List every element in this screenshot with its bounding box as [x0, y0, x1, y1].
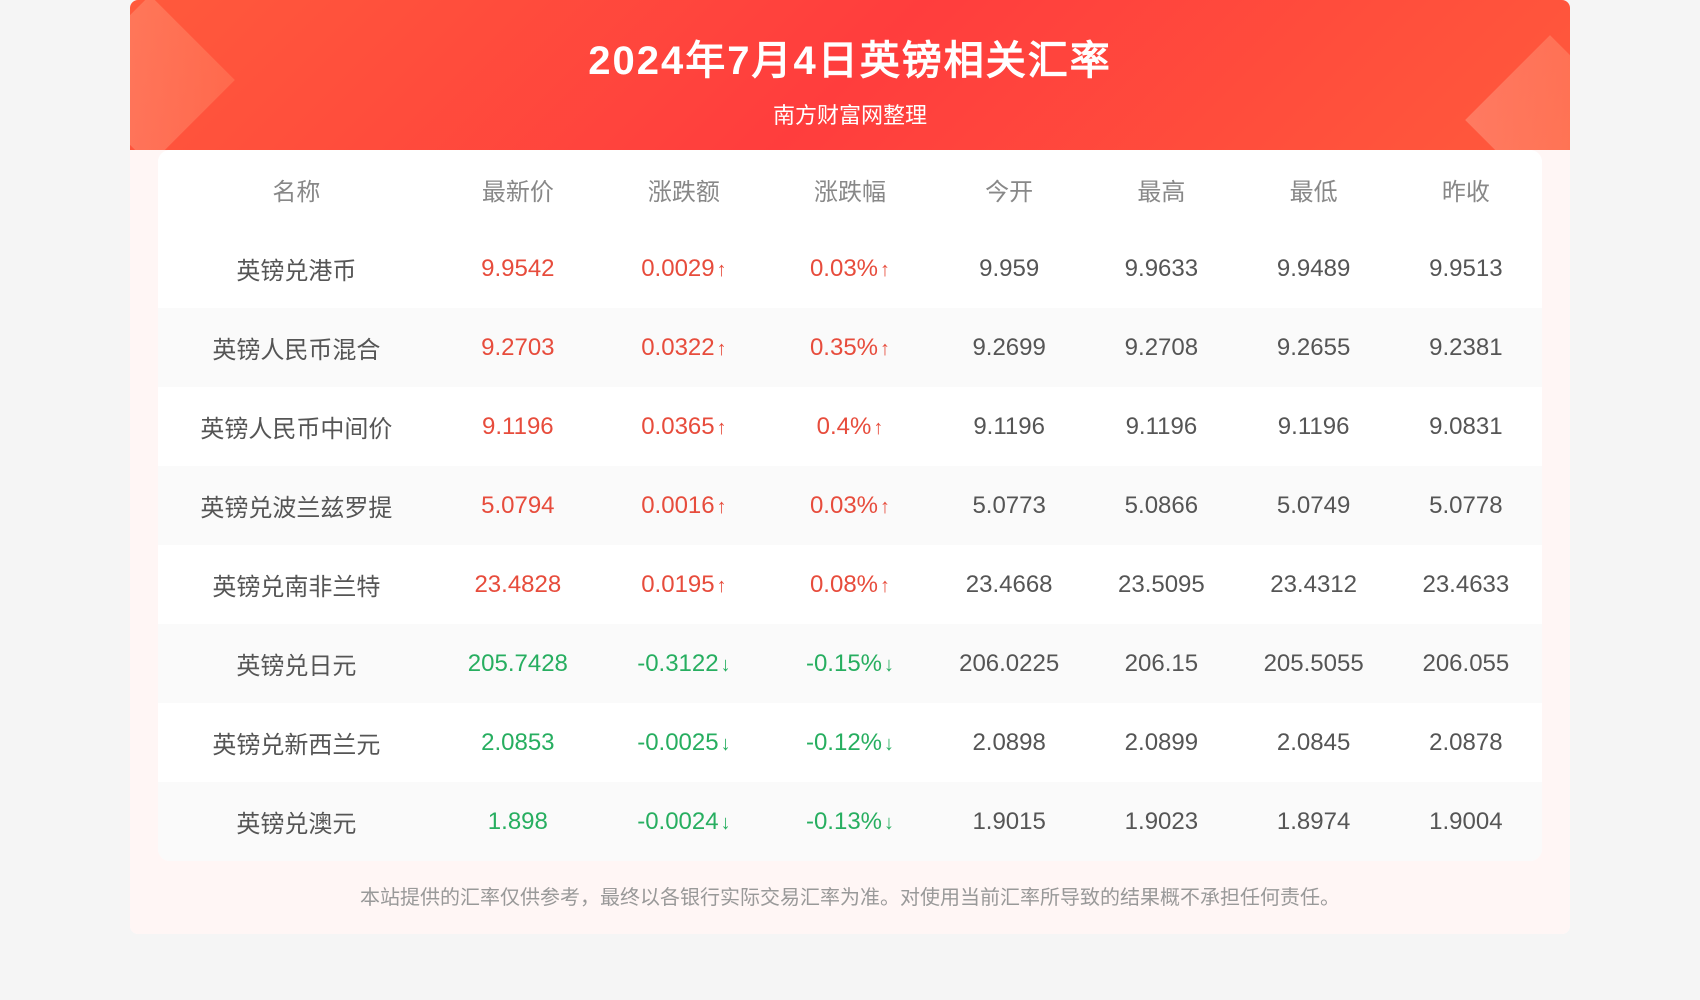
cell-high: 9.9633	[1085, 229, 1237, 308]
cell-name: 英镑兑南非兰特	[158, 545, 435, 624]
cell-low: 1.8974	[1238, 782, 1390, 861]
cell-latest: 205.7428	[435, 624, 601, 703]
cell-latest: 1.898	[435, 782, 601, 861]
col-name: 名称	[158, 150, 435, 229]
disclaimer: 本站提供的汇率仅供参考，最终以各银行实际交易汇率为准。对使用当前汇率所导致的结果…	[158, 861, 1542, 934]
cell-pct: 0.08%	[767, 545, 933, 624]
cell-change: 0.0365	[601, 387, 767, 466]
col-open: 今开	[933, 150, 1085, 229]
table-wrapper: 南方财富网 outhmoney.com 名称 最新价 涨跌额 涨跌幅 今开 最高…	[130, 150, 1570, 934]
cell-name: 英镑人民币混合	[158, 308, 435, 387]
cell-pct: 0.4%	[767, 387, 933, 466]
cell-pct: -0.13%	[767, 782, 933, 861]
cell-prev: 9.9513	[1390, 229, 1542, 308]
cell-change: 0.0195	[601, 545, 767, 624]
cell-high: 23.5095	[1085, 545, 1237, 624]
cell-prev: 23.4633	[1390, 545, 1542, 624]
cell-latest: 9.1196	[435, 387, 601, 466]
col-pct: 涨跌幅	[767, 150, 933, 229]
table-row: 英镑兑新西兰元2.0853-0.0025-0.12%2.08982.08992.…	[158, 703, 1542, 782]
cell-high: 206.15	[1085, 624, 1237, 703]
table-row: 英镑兑澳元1.898-0.0024-0.13%1.90151.90231.897…	[158, 782, 1542, 861]
cell-open: 206.0225	[933, 624, 1085, 703]
cell-open: 5.0773	[933, 466, 1085, 545]
cell-low: 9.2655	[1238, 308, 1390, 387]
cell-prev: 2.0878	[1390, 703, 1542, 782]
col-latest: 最新价	[435, 150, 601, 229]
table-row: 英镑人民币中间价9.11960.03650.4%9.11969.11969.11…	[158, 387, 1542, 466]
cell-prev: 5.0778	[1390, 466, 1542, 545]
cell-latest: 9.2703	[435, 308, 601, 387]
cell-name: 英镑人民币中间价	[158, 387, 435, 466]
cell-low: 23.4312	[1238, 545, 1390, 624]
col-low: 最低	[1238, 150, 1390, 229]
card-header: 2024年7月4日英镑相关汇率 南方财富网整理	[130, 0, 1570, 150]
cell-pct: 0.03%	[767, 466, 933, 545]
page-title: 2024年7月4日英镑相关汇率	[130, 28, 1570, 86]
cell-prev: 1.9004	[1390, 782, 1542, 861]
cell-open: 23.4668	[933, 545, 1085, 624]
cell-latest: 2.0853	[435, 703, 601, 782]
cell-low: 205.5055	[1238, 624, 1390, 703]
cell-prev: 9.2381	[1390, 308, 1542, 387]
cell-latest: 5.0794	[435, 466, 601, 545]
table-header-row: 名称 最新价 涨跌额 涨跌幅 今开 最高 最低 昨收	[158, 150, 1542, 229]
cell-change: -0.3122	[601, 624, 767, 703]
exchange-rate-card: 2024年7月4日英镑相关汇率 南方财富网整理 南方财富网 outhmoney.…	[130, 0, 1570, 934]
cell-latest: 9.9542	[435, 229, 601, 308]
cell-pct: 0.35%	[767, 308, 933, 387]
cell-high: 9.2708	[1085, 308, 1237, 387]
cell-name: 英镑兑日元	[158, 624, 435, 703]
table-body: 英镑兑港币9.95420.00290.03%9.9599.96339.94899…	[158, 229, 1542, 861]
cell-open: 9.959	[933, 229, 1085, 308]
cell-pct: -0.15%	[767, 624, 933, 703]
cell-low: 2.0845	[1238, 703, 1390, 782]
cell-open: 1.9015	[933, 782, 1085, 861]
cell-change: 0.0029	[601, 229, 767, 308]
cell-high: 9.1196	[1085, 387, 1237, 466]
cell-open: 9.2699	[933, 308, 1085, 387]
page-subtitle: 南方财富网整理	[130, 98, 1570, 130]
cell-prev: 206.055	[1390, 624, 1542, 703]
table-row: 英镑兑波兰兹罗提5.07940.00160.03%5.07735.08665.0…	[158, 466, 1542, 545]
cell-low: 9.1196	[1238, 387, 1390, 466]
cell-pct: -0.12%	[767, 703, 933, 782]
table-row: 英镑兑南非兰特23.48280.01950.08%23.466823.50952…	[158, 545, 1542, 624]
cell-change: 0.0016	[601, 466, 767, 545]
cell-high: 2.0899	[1085, 703, 1237, 782]
cell-high: 1.9023	[1085, 782, 1237, 861]
cell-change: 0.0322	[601, 308, 767, 387]
exchange-rate-table: 名称 最新价 涨跌额 涨跌幅 今开 最高 最低 昨收 英镑兑港币9.95420.…	[158, 150, 1542, 861]
cell-change: -0.0024	[601, 782, 767, 861]
cell-prev: 9.0831	[1390, 387, 1542, 466]
col-prev: 昨收	[1390, 150, 1542, 229]
table-row: 英镑人民币混合9.27030.03220.35%9.26999.27089.26…	[158, 308, 1542, 387]
cell-change: -0.0025	[601, 703, 767, 782]
table-row: 英镑兑港币9.95420.00290.03%9.9599.96339.94899…	[158, 229, 1542, 308]
col-change: 涨跌额	[601, 150, 767, 229]
cell-high: 5.0866	[1085, 466, 1237, 545]
cell-name: 英镑兑波兰兹罗提	[158, 466, 435, 545]
cell-pct: 0.03%	[767, 229, 933, 308]
cell-low: 9.9489	[1238, 229, 1390, 308]
cell-open: 9.1196	[933, 387, 1085, 466]
cell-name: 英镑兑新西兰元	[158, 703, 435, 782]
cell-latest: 23.4828	[435, 545, 601, 624]
cell-low: 5.0749	[1238, 466, 1390, 545]
cell-open: 2.0898	[933, 703, 1085, 782]
col-high: 最高	[1085, 150, 1237, 229]
cell-name: 英镑兑港币	[158, 229, 435, 308]
table-row: 英镑兑日元205.7428-0.3122-0.15%206.0225206.15…	[158, 624, 1542, 703]
cell-name: 英镑兑澳元	[158, 782, 435, 861]
